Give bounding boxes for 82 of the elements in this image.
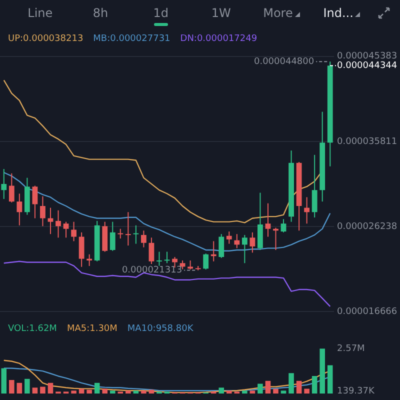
text: Ind... (323, 6, 354, 20)
text: 8h (92, 6, 108, 20)
y-tick-label: 0.000026238 (337, 222, 398, 232)
candlestick (133, 224, 139, 244)
bar (9, 380, 14, 394)
bar (226, 390, 232, 394)
candlestick (86, 254, 92, 266)
candlestick (218, 234, 224, 258)
bar (48, 382, 54, 394)
candlestick (242, 234, 248, 264)
bar (273, 388, 278, 394)
bar (242, 390, 248, 394)
candlestick (164, 251, 170, 264)
candlestick (16, 193, 22, 226)
bar (16, 382, 22, 394)
candlestick (234, 234, 240, 249)
candlestick (8, 172, 14, 203)
candlestick (125, 212, 131, 246)
candlestick (1, 168, 7, 200)
bar (24, 378, 30, 394)
y-tick-label: 0.000045383 (337, 52, 398, 62)
text: MB:0.000027731 (93, 34, 170, 44)
bar (133, 390, 139, 394)
bar (250, 390, 256, 394)
bar (218, 388, 224, 394)
ref-line-label: 0.000044344 (337, 60, 398, 71)
ref-line-label: 0.000021313 (122, 266, 182, 276)
candlestick (250, 232, 256, 254)
y-tick-label: 0.000035811 (337, 136, 398, 147)
candlestick (141, 230, 146, 248)
candlestick (188, 260, 194, 270)
text: 1d (153, 6, 168, 20)
bar (312, 376, 318, 394)
bar (327, 365, 333, 394)
bar (258, 384, 263, 394)
candlestick (226, 230, 232, 244)
bar (265, 380, 271, 394)
text: MA10:958.80K (127, 324, 194, 334)
bar (40, 386, 46, 394)
text: MA5:1.30M (66, 324, 118, 334)
bar (1, 368, 7, 394)
text: DN:0.000017249 (180, 34, 258, 44)
bar (86, 390, 92, 394)
candlestick (48, 207, 54, 235)
bar (296, 380, 302, 394)
text: VOL:1.62M (8, 324, 57, 334)
candlestick (203, 253, 209, 270)
candlestick (63, 221, 69, 238)
text: UP:0.000038213 (8, 34, 84, 44)
candlestick (304, 196, 310, 224)
y-tick-label: 139.37K (337, 386, 376, 397)
candlestick (280, 218, 286, 233)
candlestick (156, 251, 162, 266)
candlestick (40, 196, 46, 227)
bar (288, 373, 294, 394)
bar (320, 348, 325, 394)
ref-line-label: 0.000044800 (254, 56, 314, 67)
candlestick (312, 154, 318, 218)
bar (94, 382, 100, 394)
text: 1W (211, 6, 231, 20)
text: Line (28, 6, 53, 20)
candlestick (148, 237, 154, 265)
y-tick-label: 0.000016666 (337, 306, 398, 317)
candlestick (110, 221, 116, 252)
candlestick (118, 228, 124, 240)
bar (126, 390, 131, 394)
bar (102, 388, 108, 394)
candlestick (71, 221, 76, 242)
candlestick (78, 232, 84, 268)
candlestick (265, 202, 271, 238)
bar (304, 388, 310, 394)
text: More (263, 6, 293, 20)
candlestick (32, 185, 38, 219)
bar (32, 388, 38, 394)
bar (78, 388, 84, 394)
bar (141, 390, 146, 394)
candlestick (258, 192, 263, 250)
candlestick (56, 210, 61, 238)
y-tick-label: 2.57M (337, 344, 365, 354)
bar (110, 390, 116, 394)
bar (71, 390, 76, 394)
bar (280, 390, 286, 394)
